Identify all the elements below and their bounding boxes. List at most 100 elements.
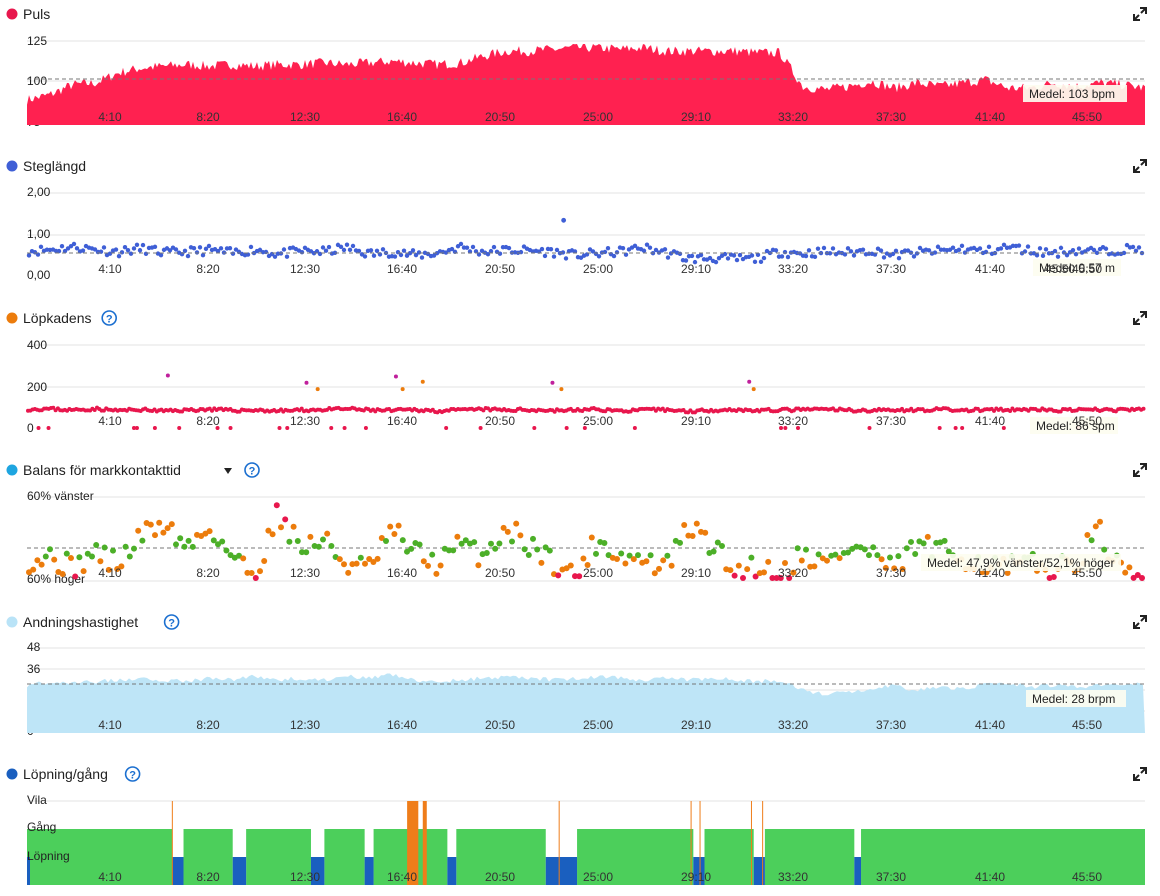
balance-point xyxy=(63,550,70,557)
help-icon[interactable]: ? xyxy=(244,462,260,478)
balance-point xyxy=(152,532,158,539)
balance-point xyxy=(1088,537,1095,544)
cadence-point xyxy=(329,426,334,430)
balance-point xyxy=(181,543,188,550)
expand-icon[interactable] xyxy=(1133,615,1147,629)
balance-x-tick: 45:50 xyxy=(1072,566,1102,580)
stride-point xyxy=(347,247,353,253)
cadence-x-tick: 29:10 xyxy=(681,414,711,428)
stride-point xyxy=(827,251,833,256)
cadence-point xyxy=(751,387,756,392)
runwalk-rest-segment xyxy=(422,801,427,885)
cadence-point xyxy=(46,426,51,430)
balance-point xyxy=(341,561,347,568)
stride-point xyxy=(227,245,233,251)
cadence-x-tick: 20:50 xyxy=(485,414,515,428)
balance-point xyxy=(832,551,839,558)
balance-y-tick: 60% vänster xyxy=(27,489,94,503)
expand-icon[interactable] xyxy=(1133,159,1147,173)
caret-down-icon[interactable] xyxy=(224,468,232,474)
balance-point xyxy=(580,555,587,562)
balance-point xyxy=(887,554,893,561)
balance-average-label-bg xyxy=(921,554,1121,571)
expand-icon[interactable] xyxy=(1133,311,1147,325)
balance-point xyxy=(908,538,914,545)
balance-point xyxy=(59,570,66,577)
runwalk-walk-segment xyxy=(27,857,30,885)
stride-point xyxy=(338,244,344,250)
balance-point xyxy=(1126,564,1133,571)
stride-point xyxy=(203,246,209,252)
stride-point xyxy=(71,241,77,247)
cadence-average-label-bg xyxy=(1030,417,1118,434)
balance-point xyxy=(895,553,902,560)
balance-point xyxy=(861,546,868,553)
balance-point xyxy=(899,566,906,573)
balance-point xyxy=(1134,571,1141,578)
stride-point xyxy=(1025,244,1031,249)
balance-point xyxy=(282,516,289,523)
balance-point xyxy=(735,562,742,569)
pulse-average-label: Medel: 103 bpm xyxy=(1029,87,1115,101)
stride-point xyxy=(449,246,455,252)
balance-point xyxy=(941,537,948,544)
balance-point xyxy=(496,540,503,547)
balance-point xyxy=(681,522,688,529)
breathing-x-tick: 12:30 xyxy=(290,718,320,732)
help-icon[interactable]: ? xyxy=(163,614,180,630)
balance-point xyxy=(731,572,738,579)
help-icon[interactable]: ? xyxy=(101,310,117,326)
balance-point xyxy=(244,569,251,576)
pulse-average-label-bg xyxy=(1023,85,1127,102)
balance-point xyxy=(542,544,549,551)
balance-point xyxy=(89,553,95,560)
balance-point xyxy=(798,557,805,564)
balance-point xyxy=(803,546,809,553)
expand-icon[interactable] xyxy=(1133,7,1147,21)
runwalk-x-tick: 8:20 xyxy=(196,870,220,884)
stride-point xyxy=(677,251,683,256)
balance-point xyxy=(1101,546,1108,553)
expand-icon[interactable] xyxy=(1133,463,1147,477)
stride-x-tick: 33:20 xyxy=(778,262,808,276)
balance-point xyxy=(601,540,608,547)
breathing-x-tick: 33:20 xyxy=(778,718,808,732)
breathing-y-tick: 36 xyxy=(27,662,41,676)
stride-point xyxy=(848,249,854,254)
balance-point xyxy=(752,573,759,580)
balance-point xyxy=(521,546,528,553)
balance-point xyxy=(299,549,305,556)
balance-point xyxy=(30,566,37,573)
stride-point xyxy=(1094,250,1100,256)
balance-x-tick: 33:20 xyxy=(778,566,808,580)
balance-point xyxy=(924,533,931,540)
stride-point xyxy=(734,257,740,263)
cadence-point xyxy=(131,426,136,430)
stride-point xyxy=(983,249,989,255)
balance-point xyxy=(635,552,641,559)
cadence-point xyxy=(285,426,290,430)
balance-x-tick: 25:00 xyxy=(583,566,613,580)
balance-point xyxy=(450,547,457,554)
help-icon[interactable]: ? xyxy=(124,766,141,782)
balance-point xyxy=(870,544,877,551)
stride-y-tick: 0,00 xyxy=(27,268,51,282)
balance-point xyxy=(891,565,898,572)
expand-icon[interactable] xyxy=(1133,767,1147,781)
stride-point xyxy=(551,254,557,259)
stride-point xyxy=(140,242,146,248)
balance-point xyxy=(101,544,108,551)
balance-point xyxy=(42,553,49,560)
stride-point xyxy=(215,248,221,254)
stride-point xyxy=(605,245,611,251)
cadence-x-tick: 37:30 xyxy=(876,414,906,428)
stride-point xyxy=(632,243,638,248)
balance-point xyxy=(261,558,268,564)
balance-point xyxy=(328,542,335,549)
stride-point xyxy=(998,246,1004,251)
balance-point xyxy=(538,559,545,566)
runwalk-x-tick: 16:40 xyxy=(387,870,417,884)
stride-point xyxy=(206,243,212,249)
balance-point xyxy=(324,530,331,537)
